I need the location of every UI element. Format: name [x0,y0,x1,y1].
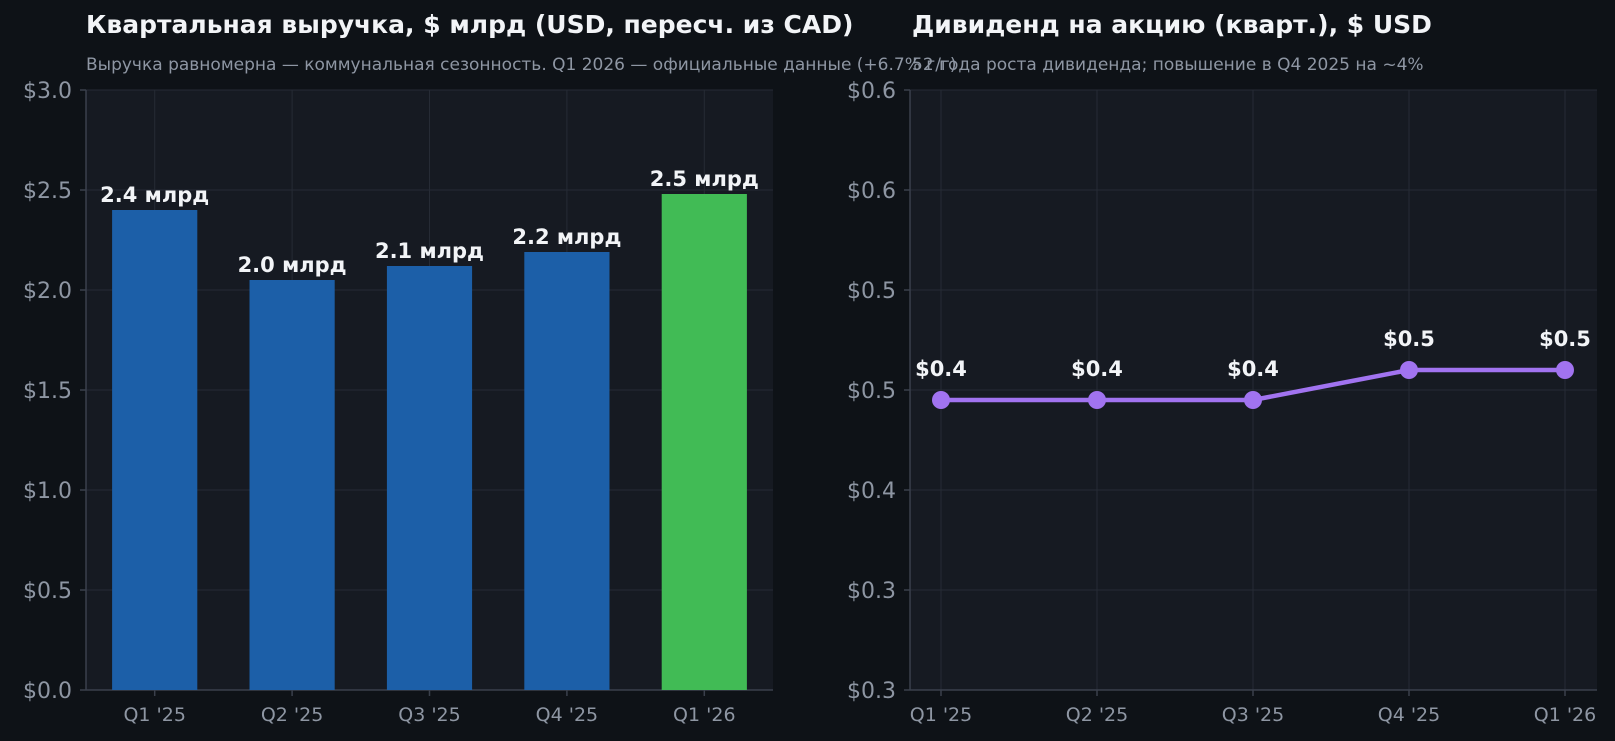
dividend-line-chart: $0.3 $0.3 $0.4 $0.5 $0.5 $0.6 $0.6 $0.4 Q1 '25 $0… [847,79,1597,726]
revenue-chart-title: Квартальная выручка, $ млрд (USD, пересч… [86,10,854,39]
dividend-ytick-label: $0.5 [847,279,896,304]
revenue-bar [661,194,747,690]
revenue-xtick-label: Q1 '26 [673,704,735,726]
dividend-ytick-label: $0.5 [847,379,896,404]
revenue-xtick-label: Q2 '25 [261,704,323,726]
dividend-data-label: $0.4 [1227,357,1279,381]
revenue-data-label: 2.2 млрд [512,225,621,249]
revenue-xtick-label: Q1 '25 [123,704,185,726]
dividend-xtick-label: Q1 '25 [910,704,972,726]
revenue-bar [386,266,473,690]
revenue-data-label: 2.0 млрд [238,253,347,277]
revenue-ytick-label: $3.0 [23,79,72,104]
dividend-data-label: $0.5 [1539,327,1591,351]
dividend-point [932,391,950,409]
dividend-point [1244,391,1262,409]
revenue-bar [112,210,198,690]
dividend-point [1088,391,1106,409]
revenue-bar-chart: $0.0 $0.5 $1.0 $1.5 $2.0 $2.5 $3.0 2.4 млрд Q1 '… [23,79,773,726]
revenue-data-label: 2.5 млрд [650,167,759,191]
dividend-ytick-label: $0.3 [847,579,896,604]
revenue-ytick-label: $1.5 [23,379,72,404]
dividend-xtick-label: Q1 '26 [1534,704,1596,726]
dividend-point [1556,361,1574,379]
dividend-ytick-label: $0.6 [847,179,896,204]
revenue-data-label: 2.1 млрд [375,239,484,263]
revenue-xtick-label: Q4 '25 [536,704,598,726]
dividend-data-label: $0.5 [1383,327,1435,351]
dividend-ytick-label: $0.6 [847,79,896,104]
dividend-chart-title: Дивиденд на акцию (кварт.), $ USD [912,10,1432,39]
dividend-ytick-label: $0.3 [847,679,896,704]
revenue-data-label: 2.4 млрд [100,183,209,207]
dividend-xtick-label: Q3 '25 [1222,704,1284,726]
revenue-xtick-label: Q3 '25 [398,704,460,726]
dividend-xtick-label: Q4 '25 [1378,704,1440,726]
revenue-bar [249,280,335,690]
revenue-ytick-label: $2.0 [23,279,72,304]
revenue-ytick-label: $0.0 [23,679,72,704]
dividend-xtick-label: Q2 '25 [1066,704,1128,726]
dividend-data-label: $0.4 [915,357,967,381]
revenue-ytick-label: $2.5 [23,179,72,204]
dividend-data-label: $0.4 [1071,357,1123,381]
dividend-point [1400,361,1418,379]
revenue-ytick-label: $1.0 [23,479,72,504]
dividend-ytick-label: $0.4 [847,479,896,504]
revenue-bar [524,252,610,690]
revenue-ytick-label: $0.5 [23,579,72,604]
dividend-chart-subtitle: 52 года роста дивиденда; повышение в Q4 … [912,55,1424,75]
revenue-chart-subtitle: Выручка равномерна — коммунальная сезонн… [86,55,957,75]
